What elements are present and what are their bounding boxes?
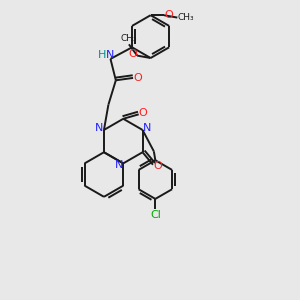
Text: O: O <box>128 49 137 59</box>
Text: O: O <box>139 108 148 118</box>
Text: Cl: Cl <box>150 210 161 220</box>
Text: N: N <box>115 160 123 170</box>
Text: H: H <box>98 50 106 60</box>
Text: N: N <box>106 50 114 60</box>
Text: CH₃: CH₃ <box>121 34 137 43</box>
Text: N: N <box>95 124 104 134</box>
Text: O: O <box>133 73 142 83</box>
Text: O: O <box>153 161 162 171</box>
Text: O: O <box>164 10 173 20</box>
Text: CH₃: CH₃ <box>178 13 195 22</box>
Text: N: N <box>143 124 151 134</box>
